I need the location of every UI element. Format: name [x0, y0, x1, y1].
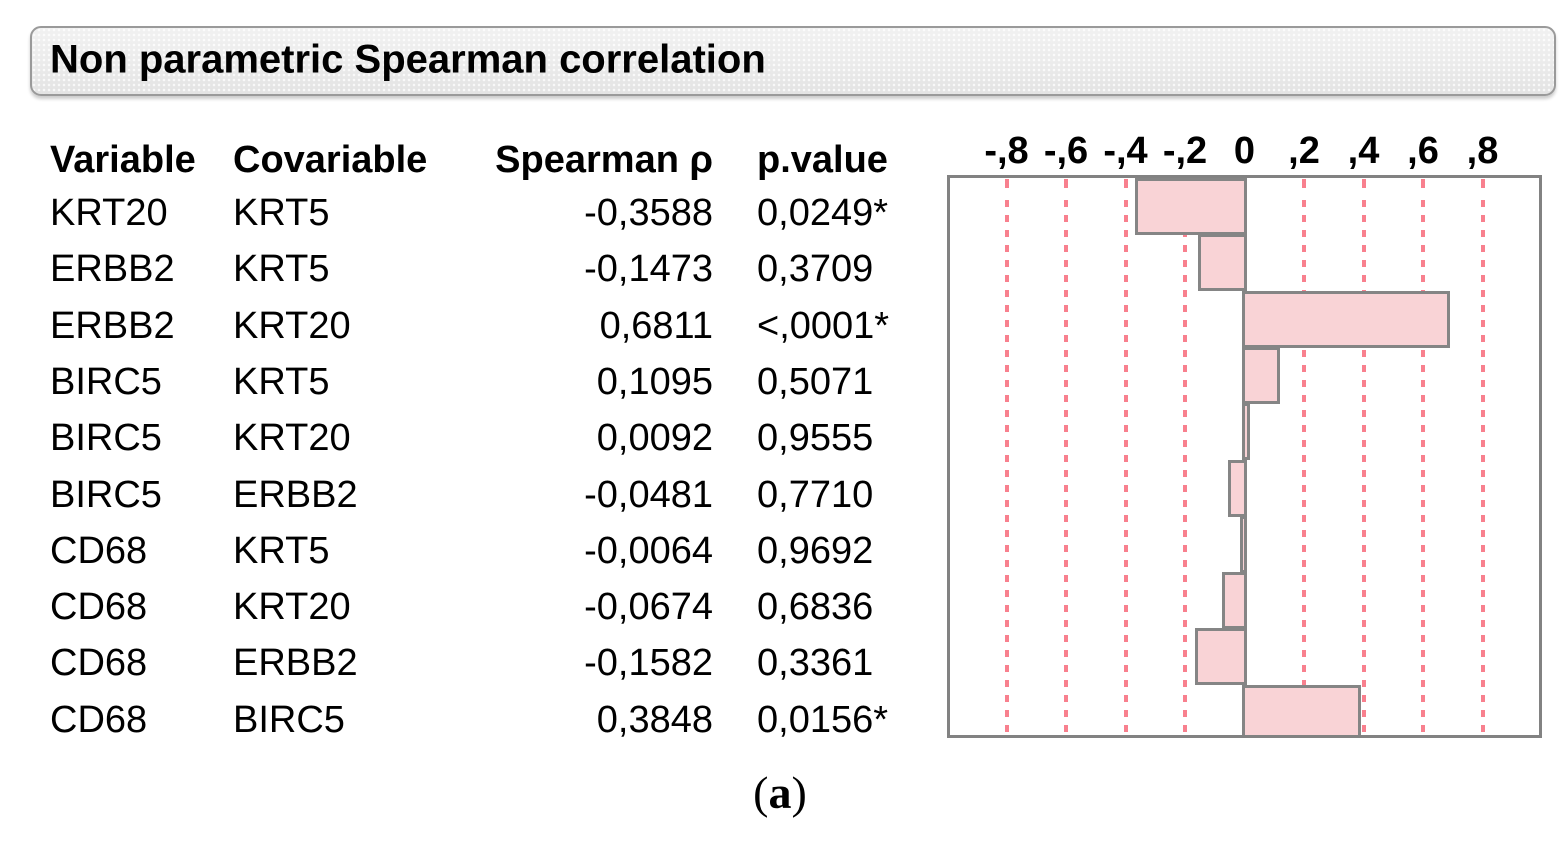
cell-p-value: 0,3709	[757, 248, 874, 291]
x-tick-label: -,2	[1162, 130, 1208, 172]
chart-plot-area	[947, 175, 1542, 738]
table-row: CD68 ERBB2 -0,1582 0,3361	[0, 635, 960, 691]
cell-spearman-rho: 0,1095	[596, 360, 713, 403]
x-tick-label: ,2	[1288, 130, 1320, 172]
x-tick-label: ,6	[1407, 130, 1439, 172]
dashed-gridline	[1302, 200, 1306, 732]
cell-p-value: <,0001*	[757, 304, 890, 347]
table-row: ERBB2 KRT20 0,6811 <,0001*	[0, 298, 960, 354]
cell-variable: CD68	[50, 586, 148, 629]
dashed-gridline	[1123, 200, 1128, 732]
grid-tick-mark	[1361, 179, 1366, 188]
panel-header[interactable]: Non parametric Spearman correlation	[30, 26, 1556, 96]
cell-covariable: BIRC5	[233, 698, 345, 741]
table-row: BIRC5 ERBB2 -0,0481 0,7710	[0, 467, 960, 523]
cell-variable: CD68	[50, 529, 148, 572]
cell-variable: CD68	[50, 642, 148, 685]
correlation-bar	[1135, 178, 1247, 235]
cell-p-value: 0,9692	[757, 529, 874, 572]
cell-p-value: 0,9555	[757, 417, 874, 460]
cell-spearman-rho: 0,6811	[599, 304, 713, 347]
grid-tick-mark	[1421, 179, 1425, 188]
cell-covariable: KRT5	[233, 360, 330, 403]
x-tick-label: -,4	[1103, 130, 1148, 172]
cell-covariable: ERBB2	[233, 642, 358, 685]
column-header-p-value: p.value	[757, 139, 888, 181]
cell-p-value: 0,5071	[757, 360, 874, 403]
cell-variable: KRT20	[50, 192, 168, 234]
column-header-covariable: Covariable	[233, 139, 428, 181]
correlation-bar	[1242, 685, 1362, 735]
panel-title: Non parametric Spearman correlation	[50, 37, 766, 82]
cell-spearman-rho: -0,1582	[584, 642, 713, 685]
caption-paren-close: )	[791, 767, 807, 818]
correlation-bar	[1242, 347, 1280, 404]
grid-tick-mark	[1004, 179, 1009, 188]
x-tick-label: 0	[1233, 130, 1256, 172]
table-row: KRT20 KRT5 -0,3588 0,0249*	[0, 185, 960, 241]
x-tick-label: ,8	[1466, 130, 1499, 172]
correlation-bar	[1242, 403, 1250, 460]
cell-variable: BIRC5	[50, 473, 162, 516]
cell-variable: BIRC5	[50, 417, 162, 460]
cell-covariable: KRT5	[233, 529, 330, 572]
correlation-bar	[1221, 572, 1247, 629]
correlation-bar	[1198, 234, 1247, 291]
cell-p-value: 0,0249*	[757, 192, 889, 234]
grid-tick-mark	[1480, 179, 1485, 188]
caption-paren-open: (	[753, 767, 769, 818]
table-row: CD68 KRT20 -0,0674 0,6836	[0, 579, 960, 635]
column-header-variable: Variable	[50, 139, 196, 181]
table-row: BIRC5 KRT20 0,0092 0,9555	[0, 410, 960, 466]
table-row: CD68 BIRC5 0,3848 0,0156*	[0, 692, 960, 748]
cell-p-value: 0,6836	[757, 586, 874, 629]
cell-spearman-rho: -0,0481	[584, 473, 713, 516]
table-row: BIRC5 KRT5 0,1095 0,5071	[0, 354, 960, 410]
figure-caption: (a)	[0, 766, 1560, 819]
dashed-gridline	[1004, 200, 1009, 732]
correlation-bar	[1240, 516, 1247, 573]
x-tick-label: ,4	[1347, 130, 1380, 172]
dashed-gridline	[1361, 200, 1366, 732]
correlation-bar	[1227, 460, 1247, 517]
cell-variable: BIRC5	[50, 360, 162, 403]
cell-p-value: 0,7710	[757, 473, 874, 516]
correlation-bar	[1194, 628, 1247, 685]
caption-letter: a	[768, 767, 792, 818]
x-tick-label: -,6	[1043, 130, 1089, 172]
cell-p-value: 0,3361	[757, 642, 874, 685]
dashed-gridline	[1064, 200, 1068, 732]
correlation-bar	[1242, 291, 1450, 348]
column-header-spearman-rho: Spearman ρ	[495, 139, 713, 181]
cell-covariable: KRT5	[233, 248, 330, 291]
table-row: CD68 KRT5 -0,0064 0,9692	[0, 523, 960, 579]
x-tick-label: -,8	[984, 130, 1029, 172]
cell-covariable: KRT20	[233, 586, 351, 629]
dashed-gridline	[1480, 200, 1485, 732]
cell-p-value: 0,0156*	[757, 698, 889, 741]
table-row: ERBB2 KRT5 -0,1473 0,3709	[0, 241, 960, 297]
cell-spearman-rho: -0,0064	[584, 529, 713, 572]
cell-covariable: ERBB2	[233, 473, 358, 516]
dashed-gridline	[1183, 200, 1187, 732]
dashed-gridline	[1421, 200, 1425, 732]
cell-variable: ERBB2	[50, 248, 175, 291]
cell-spearman-rho: -0,0674	[584, 586, 713, 629]
cell-spearman-rho: -0,3588	[584, 192, 713, 234]
cell-spearman-rho: -0,1473	[584, 248, 713, 291]
grid-tick-mark	[1064, 179, 1068, 188]
grid-tick-mark	[1302, 179, 1306, 188]
cell-covariable: KRT20	[233, 417, 351, 460]
cell-spearman-rho: 0,0092	[596, 417, 713, 460]
cell-variable: ERBB2	[50, 304, 175, 347]
cell-spearman-rho: 0,3848	[596, 698, 713, 741]
grid-tick-mark	[1123, 179, 1128, 188]
cell-variable: CD68	[50, 698, 148, 741]
cell-covariable: KRT20	[233, 304, 351, 347]
cell-covariable: KRT5	[233, 192, 330, 234]
